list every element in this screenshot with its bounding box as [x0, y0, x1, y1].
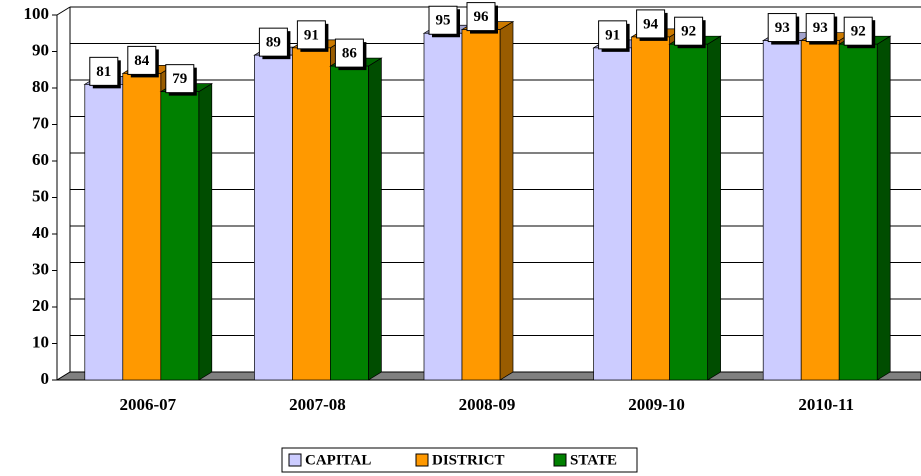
value-label: 92 — [681, 24, 696, 40]
legend-label: DISTRICT — [432, 452, 505, 468]
value-label-box — [674, 16, 704, 46]
value-label-box — [636, 9, 666, 39]
x-tick-label: 2006-07 — [119, 395, 176, 414]
x-tick-label: 2010-11 — [798, 395, 854, 414]
bar-side — [368, 57, 382, 381]
value-label: 81 — [96, 64, 111, 80]
value-label-box — [334, 38, 364, 68]
y-tick-label: 0 — [41, 369, 50, 388]
bar — [800, 40, 840, 381]
bar — [122, 73, 162, 381]
value-label: 93 — [775, 20, 790, 36]
bar — [254, 54, 293, 381]
value-label: 79 — [172, 71, 187, 87]
x-tick-label: 2009-10 — [628, 395, 685, 414]
bar — [292, 47, 331, 381]
bar — [84, 83, 124, 381]
value-label-box — [466, 2, 496, 32]
value-label: 93 — [813, 20, 828, 36]
bar — [838, 43, 878, 381]
value-label: 91 — [304, 27, 319, 43]
y-tick-label: 60 — [32, 150, 49, 169]
value-label: 96 — [474, 9, 490, 25]
bar-side — [499, 20, 514, 381]
bar-side — [707, 35, 721, 381]
value-label-box — [296, 20, 326, 50]
value-label: 91 — [605, 27, 620, 43]
value-label-box — [428, 5, 458, 35]
y-tick-label: 100 — [24, 4, 50, 23]
legend-swatch — [415, 453, 429, 467]
y-tick-label: 90 — [32, 40, 49, 59]
value-label-box — [843, 16, 873, 46]
side-edge — [56, 6, 71, 16]
bar — [423, 32, 463, 381]
value-label-box — [89, 56, 119, 86]
legend-swatch — [553, 453, 567, 467]
value-label-box — [165, 64, 195, 94]
value-label-box — [598, 20, 628, 50]
value-label-box — [127, 45, 157, 75]
bar — [330, 65, 369, 381]
y-tick-label: 50 — [32, 186, 49, 205]
value-label: 92 — [851, 24, 866, 40]
bar — [593, 47, 632, 381]
bar-side — [876, 35, 891, 381]
y-tick-label: 40 — [32, 223, 49, 242]
value-label: 84 — [134, 53, 150, 69]
value-label: 89 — [266, 35, 281, 51]
bar — [631, 36, 670, 381]
bar — [461, 29, 501, 381]
y-tick-label: 70 — [32, 113, 49, 132]
bar-side — [198, 83, 213, 381]
value-label: 95 — [436, 13, 451, 29]
value-label-box — [805, 13, 835, 43]
legend-label: CAPITAL — [305, 452, 371, 468]
legend-label: STATE — [570, 452, 617, 468]
y-tick-label: 10 — [32, 332, 49, 351]
x-tick-label: 2008-09 — [459, 395, 516, 414]
y-tick-label: 30 — [32, 259, 49, 278]
bar — [762, 40, 802, 381]
value-label: 86 — [342, 46, 358, 62]
legend — [281, 447, 638, 473]
bar — [160, 91, 200, 381]
legend-swatch — [288, 453, 302, 467]
value-label-box — [258, 27, 288, 57]
bar — [669, 43, 708, 381]
value-label-box — [767, 13, 797, 43]
x-tick-label: 2007-08 — [289, 395, 346, 414]
y-tick-label: 20 — [32, 296, 49, 315]
y-tick-label: 80 — [32, 77, 49, 96]
value-label: 94 — [643, 16, 659, 32]
